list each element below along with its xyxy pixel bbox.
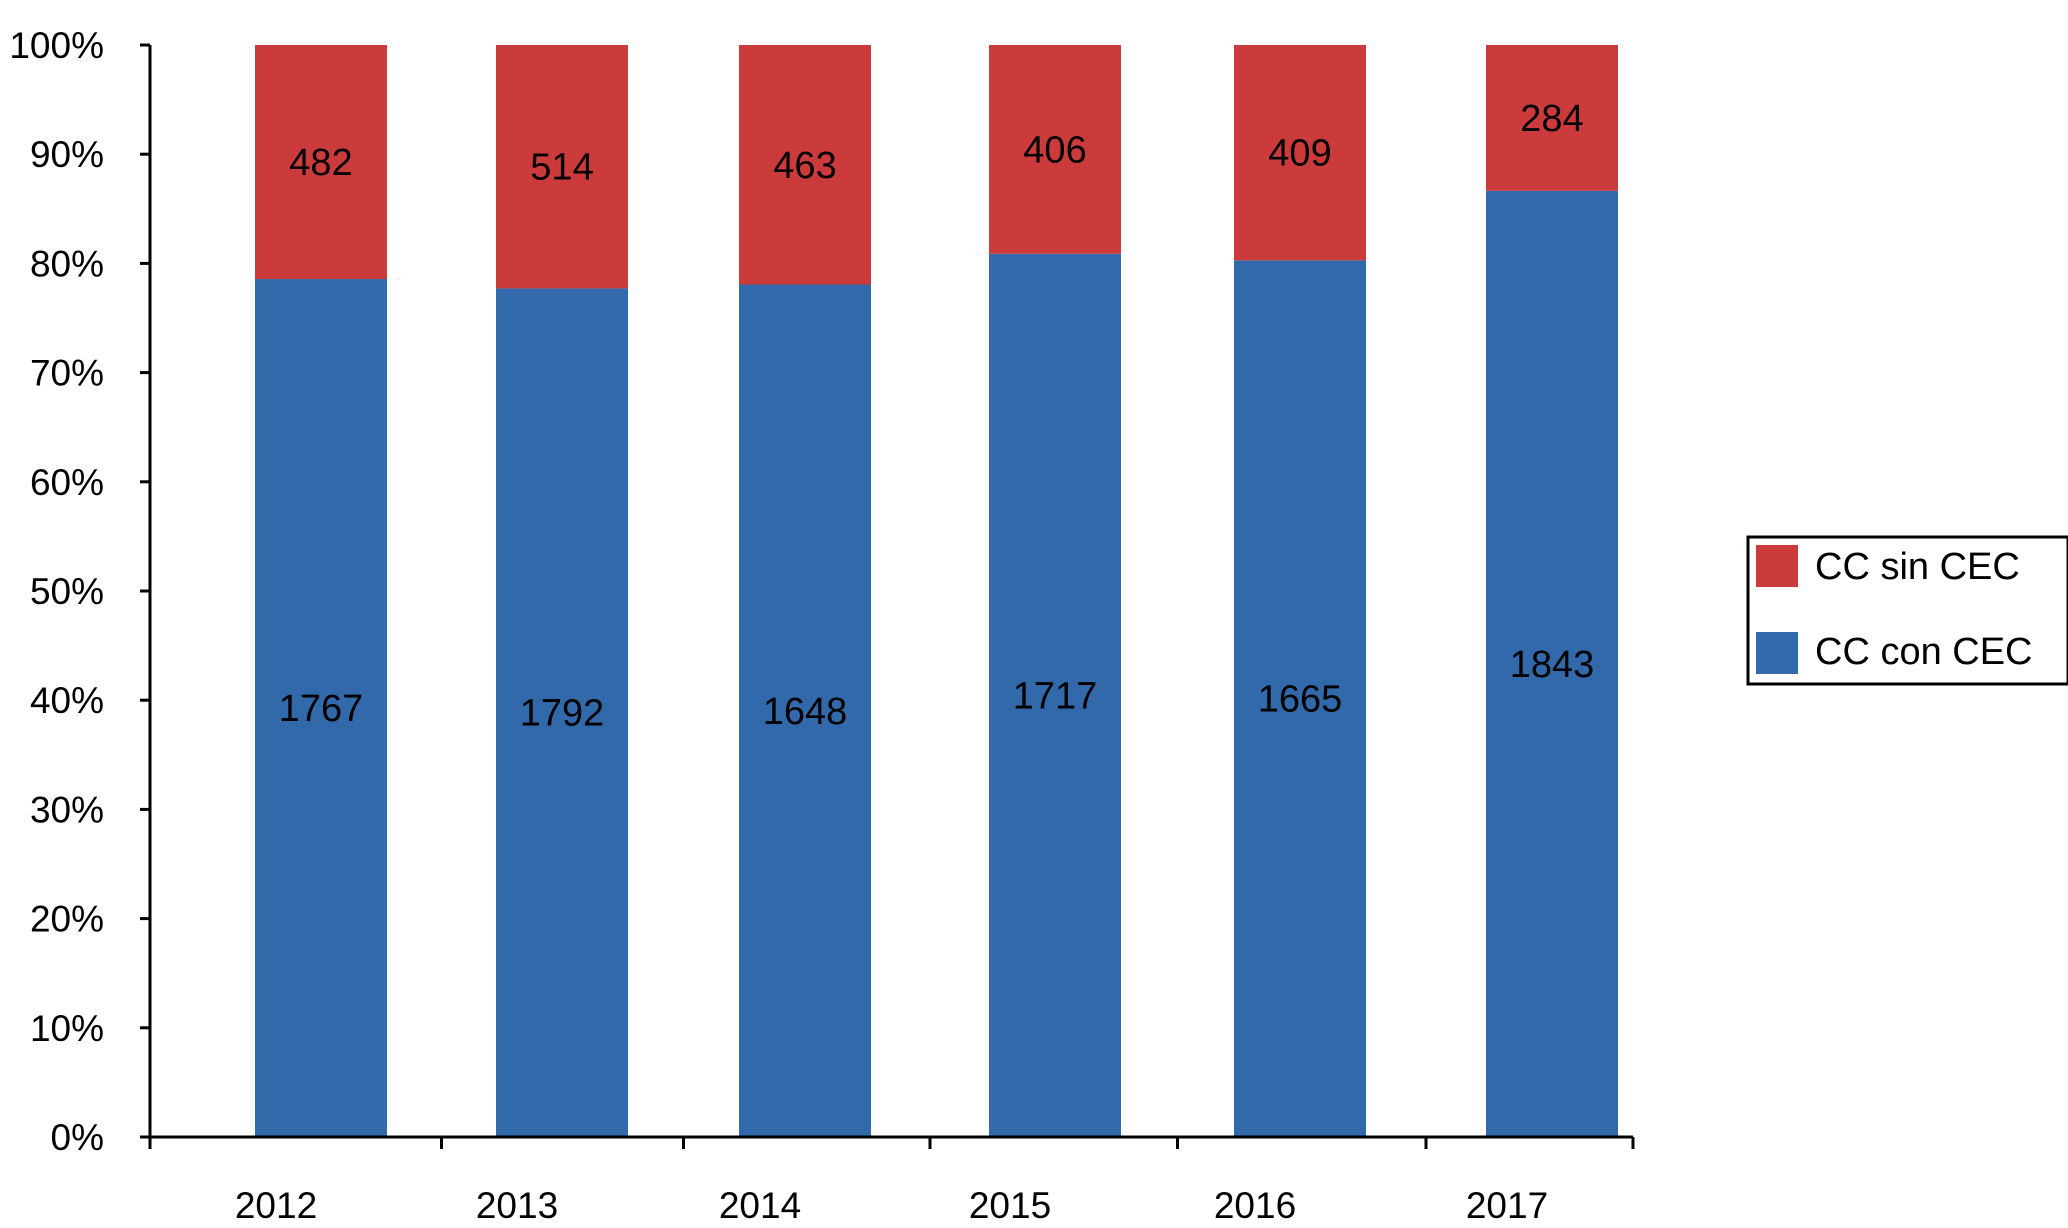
bar-cc-con-cec-2012 <box>255 279 387 1137</box>
data-label-cc-con-cec-2016: 1665 <box>1258 679 1343 721</box>
bar-cc-sin-cec-2016 <box>1234 45 1366 261</box>
bar-cc-sin-cec-2015 <box>989 45 1121 254</box>
y-tick-label: 60% <box>30 462 104 503</box>
legend-label-cc-con-cec: CC con CEC <box>1815 631 2033 673</box>
x-axis: 2012 2013 2014 2015 2016 2017 <box>148 1135 1635 1226</box>
data-label-cc-sin-cec-2013: 514 <box>530 147 593 189</box>
data-label-cc-con-cec-2015: 1717 <box>1013 675 1098 717</box>
y-tick-label: 20% <box>30 899 104 940</box>
bar-cc-con-cec-2016 <box>1234 260 1366 1137</box>
x-tick-label-2017: 2017 <box>1466 1185 1548 1226</box>
y-tick-label: 0% <box>51 1117 104 1158</box>
bar-cc-con-cec-2013 <box>496 288 628 1137</box>
plot-area: 1767 482 1792 514 1648 463 1717 406 1665 409 1843 2… <box>255 45 1618 1138</box>
legend: CC sin CEC CC con CEC <box>1746 535 2068 686</box>
bar-cc-sin-cec-2017 <box>1486 45 1618 191</box>
data-label-cc-sin-cec-2012: 482 <box>289 142 352 184</box>
legend-box <box>1746 535 2068 686</box>
y-tick-label: 40% <box>30 680 104 721</box>
x-tick-label-2013: 2013 <box>476 1185 558 1226</box>
bar-cc-sin-cec-2013 <box>496 45 628 289</box>
bar-cc-con-cec-2015 <box>989 253 1121 1138</box>
x-tick-label-2014: 2014 <box>719 1185 801 1226</box>
y-tick-label: 50% <box>30 571 104 612</box>
bar-cc-sin-cec-2014 <box>739 45 871 285</box>
data-label-cc-con-cec-2013: 1792 <box>520 693 605 735</box>
legend-swatch-cc-sin-cec <box>1756 545 1798 587</box>
legend-swatch-cc-con-cec <box>1756 632 1798 674</box>
data-label-cc-sin-cec-2016: 409 <box>1268 133 1331 175</box>
data-label-cc-con-cec-2014: 1648 <box>763 691 848 733</box>
y-tick-label: 10% <box>30 1008 104 1049</box>
legend-label-cc-sin-cec: CC sin CEC <box>1815 546 2020 588</box>
data-label-cc-sin-cec-2015: 406 <box>1023 129 1086 171</box>
y-tick-label: 90% <box>30 134 104 175</box>
y-tick-label: 30% <box>30 789 104 830</box>
bar-cc-con-cec-2014 <box>739 284 871 1137</box>
data-label-cc-sin-cec-2017: 284 <box>1520 98 1583 140</box>
data-label-cc-sin-cec-2014: 463 <box>773 145 836 187</box>
y-axis: 0% 10% 20% 30% 40% 50% 60% 70% 80% 90% 100% <box>9 25 152 1158</box>
data-label-cc-con-cec-2012: 1767 <box>279 688 364 730</box>
y-tick-label: 80% <box>30 243 104 284</box>
y-tick-label: 100% <box>9 25 104 66</box>
x-tick-label-2015: 2015 <box>969 1185 1051 1226</box>
y-tick-label: 70% <box>30 353 104 394</box>
bar-cc-sin-cec-2012 <box>255 45 387 280</box>
x-tick-label-2016: 2016 <box>1214 1185 1296 1226</box>
x-tick-label-2012: 2012 <box>235 1185 317 1226</box>
bar-cc-con-cec-2017 <box>1486 190 1618 1137</box>
data-label-cc-con-cec-2017: 1843 <box>1510 644 1595 686</box>
